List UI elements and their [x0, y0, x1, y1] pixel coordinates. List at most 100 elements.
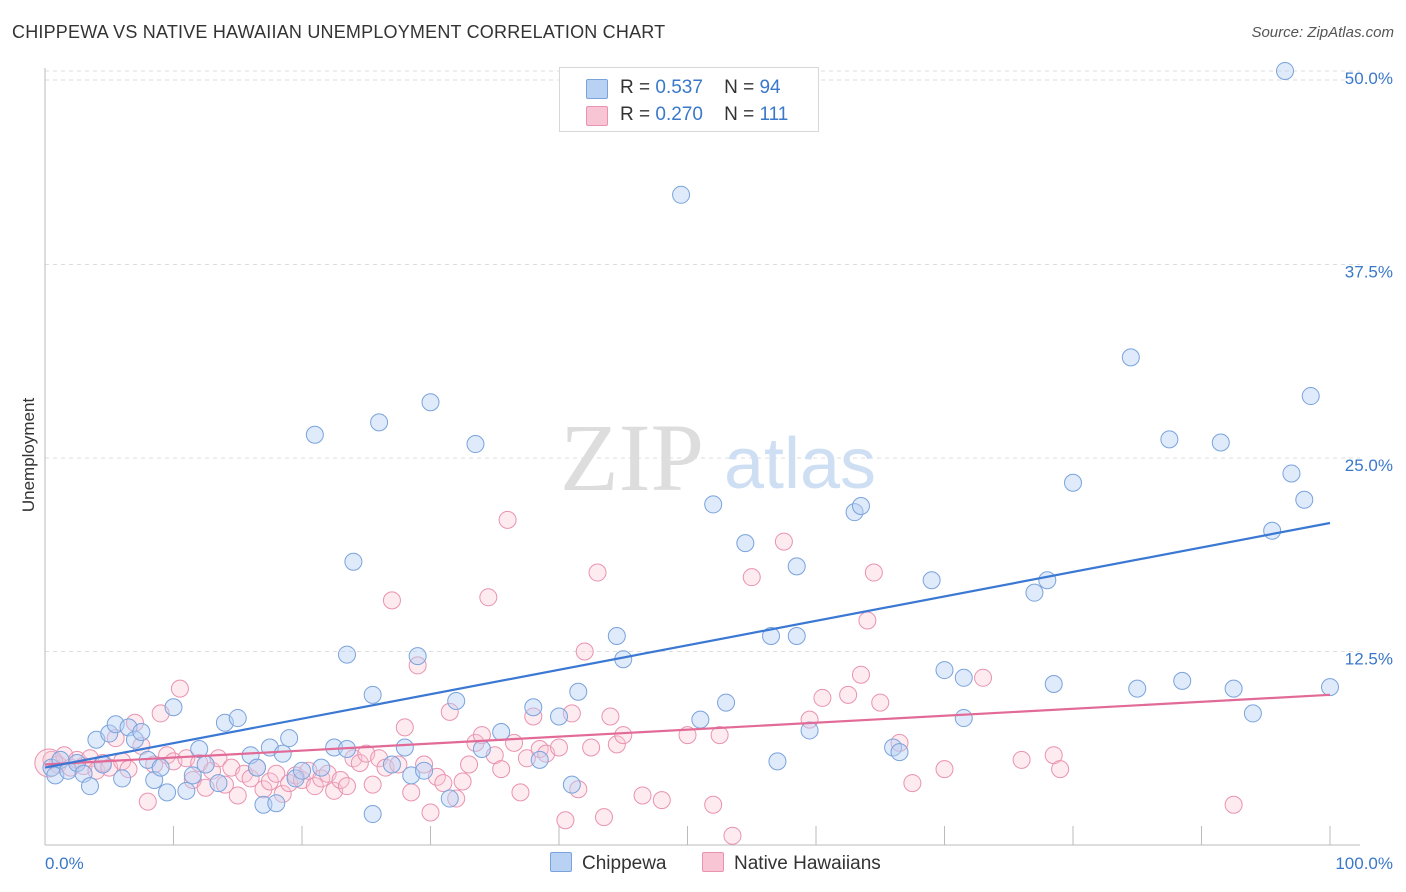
chippewa-point: [1295, 490, 1314, 509]
chippewa-point: [884, 738, 903, 757]
chippewa-point: [177, 781, 196, 800]
chippewa-n-value: 94: [759, 77, 781, 98]
native-hawaiians-point: [704, 795, 723, 814]
chippewa-point: [363, 805, 382, 824]
chippewa-point: [762, 627, 781, 646]
y-tick-label: 25.0%: [1345, 456, 1393, 475]
chart-title: CHIPPEWA VS NATIVE HAWAIIAN UNEMPLOYMENT…: [12, 22, 666, 42]
native-hawaiians-n-value: 111: [759, 104, 789, 125]
native-hawaiians-point: [440, 702, 459, 721]
chippewa-point: [267, 794, 286, 813]
native-hawaiians-point: [350, 753, 369, 772]
chippewa-point: [530, 750, 549, 769]
native-hawaiians-point: [395, 718, 414, 737]
native-hawaiians-point: [550, 738, 568, 757]
source-label: Source: ZipAtlas.com: [1251, 24, 1394, 41]
native-hawaiians-point: [858, 611, 877, 630]
native-hawaiians-legend-swatch: [702, 852, 724, 872]
chippewa-point: [1128, 679, 1147, 698]
r-label: R =: [620, 104, 651, 125]
native-hawaiians-point: [312, 769, 331, 788]
gridlines: [45, 70, 1360, 652]
native-hawaiians-point: [569, 780, 588, 799]
y-tick-label: 50.0%: [1345, 69, 1393, 88]
native-hawaiians-r-value: 0.270: [655, 104, 703, 125]
native-hawaiians-point: [337, 777, 356, 796]
native-hawaiians-point: [273, 784, 292, 803]
native-hawaiians-point: [447, 789, 466, 808]
chippewa-point: [293, 761, 311, 780]
chippewa-point: [190, 740, 209, 759]
chippewa-point: [344, 552, 363, 571]
chippewa-point: [550, 707, 568, 726]
chippewa-point: [280, 729, 299, 748]
chippewa-point: [158, 783, 177, 802]
chippewa-legend-swatch: [550, 852, 572, 872]
chippewa-point: [1282, 464, 1301, 483]
native-hawaiians-point: [935, 760, 954, 779]
native-hawaiians-point: [170, 679, 189, 698]
native-hawaiians-point: [575, 642, 594, 661]
chippewa-point: [851, 496, 870, 515]
chippewa-point: [164, 698, 183, 717]
chippewa-point: [1173, 671, 1192, 690]
native-hawaiians-point: [582, 738, 601, 757]
watermark-zip: ZIP: [560, 404, 704, 511]
chippewa-point: [273, 744, 292, 763]
native-hawaiians-swatch: [586, 106, 608, 126]
chippewa-point: [125, 730, 144, 749]
chippewa-point: [228, 709, 247, 728]
chippewa-point: [100, 724, 119, 743]
native-hawaiians-point: [453, 772, 472, 791]
native-hawaiians-point: [594, 808, 613, 827]
native-hawaiians-point: [607, 735, 626, 754]
chippewa-point: [672, 185, 691, 204]
chippewa-point: [472, 740, 491, 759]
chippewa-point: [1121, 348, 1140, 367]
native-hawaiians-point: [903, 774, 922, 793]
native-hawaiians-point: [138, 792, 157, 811]
x-tick-label: 100.0%: [1335, 854, 1393, 873]
chippewa-point: [1224, 679, 1243, 698]
chippewa-point: [492, 722, 511, 741]
chippewa-point: [132, 722, 151, 741]
native-hawaiians-point: [267, 764, 286, 783]
chippewa-points: [42, 61, 1339, 824]
native-hawaiians-point: [652, 791, 671, 810]
native-hawaiians-point: [813, 688, 832, 707]
chippewa-point: [954, 668, 973, 687]
native-hawaiians-point: [408, 656, 427, 675]
native-hawaiians-point: [633, 786, 652, 805]
native-hawaiians-point: [890, 733, 909, 752]
native-hawaiians-point: [421, 803, 440, 822]
native-hawaiians-point: [723, 826, 742, 845]
native-hawaiians-point: [498, 510, 517, 529]
chippewa-point: [395, 738, 414, 757]
legend-item-native-hawaiians: Native Hawaiians: [702, 852, 881, 875]
chippewa-trend-line: [44, 521, 1331, 769]
native-hawaiians-point: [460, 755, 479, 774]
chippewa-point: [196, 755, 215, 774]
native-hawaiians-point: [472, 726, 491, 745]
chippewa-point: [1211, 433, 1230, 452]
chippewa-point: [421, 393, 440, 412]
native-hawaiians-point: [479, 588, 498, 607]
native-hawaiians-point: [524, 707, 543, 726]
chippewa-point: [466, 435, 485, 454]
chippewa-point: [440, 789, 459, 808]
chippewa-point: [113, 769, 132, 788]
chippewa-point: [370, 413, 389, 432]
chippewa-point: [1321, 678, 1339, 697]
chippewa-point: [954, 709, 973, 728]
chippewa-point: [183, 766, 202, 785]
native-hawaiians-point: [363, 775, 382, 794]
chippewa-point: [80, 777, 99, 796]
chippewa-legend-label: Chippewa: [582, 853, 667, 874]
native-hawaiians-point: [254, 780, 273, 799]
native-hawaiians-points: [34, 510, 1243, 845]
native-hawaiians-point: [839, 685, 858, 704]
native-hawaiians-point: [228, 786, 247, 805]
chippewa-point: [1263, 521, 1282, 540]
native-hawaiians-point: [588, 563, 607, 582]
